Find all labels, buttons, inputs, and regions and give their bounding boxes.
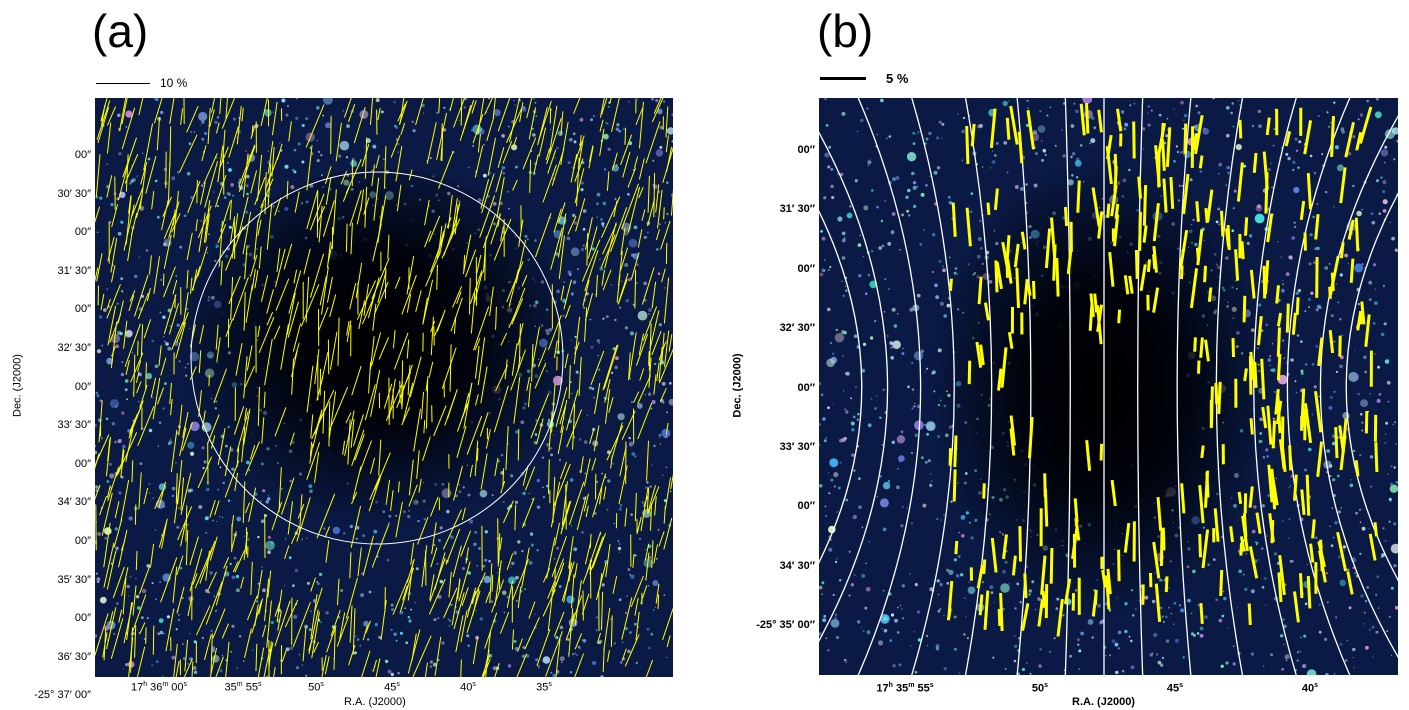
field-boundary-circle (190, 171, 564, 545)
panel-a-label: (a) (92, 5, 149, 57)
panel-a-x-tick-label: 50s (308, 681, 324, 694)
panel-a-x-tick-label: 35s (536, 681, 552, 694)
panel-a-polarization-map (95, 98, 673, 677)
panel-b-image (819, 98, 1398, 675)
magnetic-field-lines (819, 98, 1398, 675)
panel-a-x-tick-label: 45s (384, 681, 400, 694)
panel-b-x-tick-label: 40s (1301, 682, 1319, 695)
panel-a-y-tick-label: 00″ (74, 457, 91, 470)
panel-b-y-tick-label: 00″ (797, 381, 815, 394)
panel-a-y-tick-label: 34′ 30″ (57, 496, 91, 509)
panel-a-y-tick-label: 30′ 30″ (57, 187, 91, 200)
panel-b-y-tick-label: 00″ (797, 500, 815, 513)
panel-b-y-tick-label: 00″ (797, 262, 815, 275)
panel-b-y-tick-label: 00″ (797, 144, 815, 156)
panel-b-y-tick-label: 32′ 30″ (779, 322, 815, 335)
polarization-vectors (946, 103, 1379, 637)
panel-a-image (95, 98, 673, 677)
panel-a-y-tick-label: 32′ 30″ (57, 342, 91, 354)
panel-b-x-axis-title: R.A. (J2000) (1072, 696, 1135, 708)
panel-a-y-tick-label: 31′ 30″ (57, 264, 91, 277)
panel-a-scale-line (96, 83, 150, 84)
panel-a-y-tick-label: 00″ (74, 612, 91, 625)
panel-a-y-tick-label: 00″ (74, 149, 91, 161)
panel-a-y-tick-label: 35′ 30″ (57, 573, 91, 586)
panel-b-scale-line (820, 77, 866, 80)
panel-b-y-axis-title: Dec. (J2000) (731, 353, 744, 418)
panel-b-scale-label: 5 % (886, 71, 909, 86)
panel-a-y-tick-label: 36′ 30″ (57, 650, 91, 663)
panel-a-y-tick-label: 00″ (74, 226, 91, 239)
panel-a-y-axis-title: Dec. (J2000) (11, 354, 24, 417)
panel-a-x-axis-title: R.A. (J2000) (344, 696, 406, 708)
panel-a-y-tick-label: -25° 37′ 00″ (34, 689, 91, 702)
polarization-vectors (95, 98, 673, 677)
panel-b-x-tick-label: 45s (1166, 682, 1184, 695)
panel-a-y-tick-label: 33′ 30″ (57, 419, 91, 432)
panel-a-x-tick-label: 35m 55s (224, 681, 262, 694)
panel-a-x-tick-label: 40s (460, 681, 476, 694)
panel-b-polarization-map (819, 98, 1398, 675)
panel-a-y-tick-label: 00″ (74, 303, 91, 316)
panel-a-x-tick-label: 17h 36m 00s (130, 681, 188, 694)
panel-b-y-tick-label: 33′ 30″ (779, 441, 815, 453)
panel-a-scale-label: 10 % (160, 76, 188, 90)
panel-b-x-tick-label: 50s (1031, 682, 1049, 695)
panel-b-y-tick-label: -25° 35′ 00″ (756, 619, 815, 632)
panel-b-x-tick-label: 17h 35m 55s (876, 682, 934, 695)
panel-a-y-tick-label: 00″ (74, 380, 91, 393)
panel-b-label: (b) (817, 5, 874, 57)
panel-b-y-tick-label: 31′ 30″ (779, 203, 815, 216)
panel-a-y-tick-label: 00″ (74, 535, 91, 547)
panel-b-y-tick-label: 34′ 30″ (779, 559, 815, 572)
